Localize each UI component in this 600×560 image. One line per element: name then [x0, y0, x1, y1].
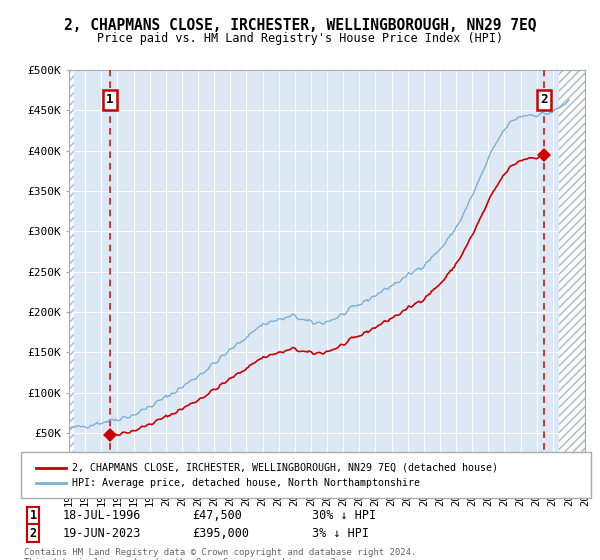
Bar: [69, 70, 74, 473]
Text: HPI: Average price, detached house, North Northamptonshire: HPI: Average price, detached house, Nort…: [72, 478, 420, 488]
Text: 30% ↓ HPI: 30% ↓ HPI: [312, 509, 376, 522]
Text: £395,000: £395,000: [192, 526, 249, 540]
Text: 2, CHAPMANS CLOSE, IRCHESTER, WELLINGBOROUGH, NN29 7EQ (detached house): 2, CHAPMANS CLOSE, IRCHESTER, WELLINGBOR…: [72, 463, 498, 473]
Text: 2: 2: [540, 94, 548, 106]
Text: Price paid vs. HM Land Registry's House Price Index (HPI): Price paid vs. HM Land Registry's House …: [97, 32, 503, 45]
Text: 18-JUL-1996: 18-JUL-1996: [63, 509, 142, 522]
Bar: [559, 70, 585, 473]
Text: 2: 2: [29, 526, 37, 540]
Text: Contains HM Land Registry data © Crown copyright and database right 2024.
This d: Contains HM Land Registry data © Crown c…: [24, 548, 416, 560]
Text: 2, CHAPMANS CLOSE, IRCHESTER, WELLINGBOROUGH, NN29 7EQ: 2, CHAPMANS CLOSE, IRCHESTER, WELLINGBOR…: [64, 18, 536, 33]
Text: 1: 1: [29, 509, 37, 522]
Text: 3% ↓ HPI: 3% ↓ HPI: [312, 526, 369, 540]
Text: 1: 1: [106, 94, 114, 106]
Text: 19-JUN-2023: 19-JUN-2023: [63, 526, 142, 540]
Text: £47,500: £47,500: [192, 509, 242, 522]
